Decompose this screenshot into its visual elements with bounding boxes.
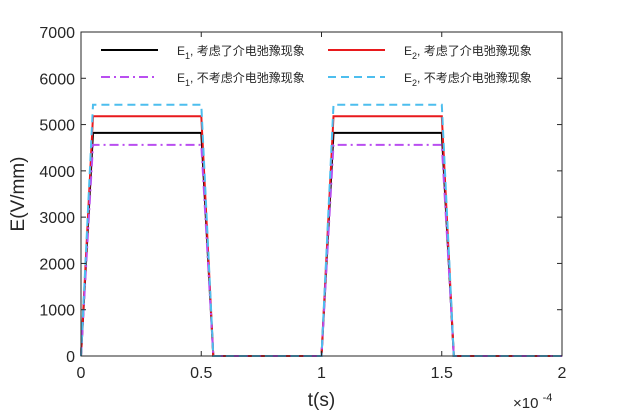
y-tick-label: 1000 bbox=[39, 303, 75, 320]
legend-item-4: E2, 不考虑介电弛豫现象 bbox=[328, 71, 532, 88]
legend-label: E1, 考虑了介电弛豫现象 bbox=[177, 44, 305, 61]
y-tick-label: 4000 bbox=[39, 164, 75, 181]
series-lines bbox=[80, 103, 562, 357]
x-axis-multiplier-base: ×10 bbox=[513, 395, 538, 412]
series-line-1 bbox=[80, 131, 562, 357]
series-line-3 bbox=[80, 143, 562, 357]
legend-item-3: E1, 不考虑介电弛豫现象 bbox=[101, 71, 305, 88]
x-tick-label: 0.5 bbox=[190, 365, 212, 382]
x-tick-label: 1.5 bbox=[431, 365, 453, 382]
series-line-4 bbox=[80, 103, 562, 357]
x-axis-label: t(s) bbox=[308, 390, 335, 411]
legend-item-2: E2, 考虑了介电弛豫现象 bbox=[328, 44, 532, 61]
y-tick-label: 0 bbox=[66, 349, 75, 366]
y-tick-label: 6000 bbox=[39, 71, 75, 88]
series-line-2 bbox=[80, 115, 562, 357]
y-axis-label: E(V/mm) bbox=[8, 157, 29, 232]
y-tick-label: 2000 bbox=[39, 256, 75, 273]
x-tick-label: 0 bbox=[77, 365, 86, 382]
x-axis-multiplier: ×10 -4 bbox=[513, 392, 552, 412]
legend-item-1: E1, 考虑了介电弛豫现象 bbox=[101, 44, 305, 61]
legend-label: E1, 不考虑介电弛豫现象 bbox=[177, 71, 305, 88]
y-tick-label: 7000 bbox=[39, 25, 75, 42]
legend: E1, 考虑了介电弛豫现象 E2, 考虑了介电弛豫现象 E1, 不考虑介电弛豫现象 E… bbox=[101, 44, 532, 88]
axis-ticks: 0 0.5 1 1.5 2 0 1000 2000 3000 4000 5000 6000 7000 bbox=[39, 25, 566, 382]
legend-label: E2, 考虑了介电弛豫现象 bbox=[404, 44, 532, 61]
x-tick-label: 2 bbox=[558, 365, 567, 382]
y-tick-label: 3000 bbox=[39, 210, 75, 227]
y-tick-label: 5000 bbox=[39, 118, 75, 135]
x-axis-multiplier-exponent: -4 bbox=[543, 392, 553, 404]
x-tick-label: 1 bbox=[317, 365, 326, 382]
legend-label: E2, 不考虑介电弛豫现象 bbox=[404, 71, 532, 88]
